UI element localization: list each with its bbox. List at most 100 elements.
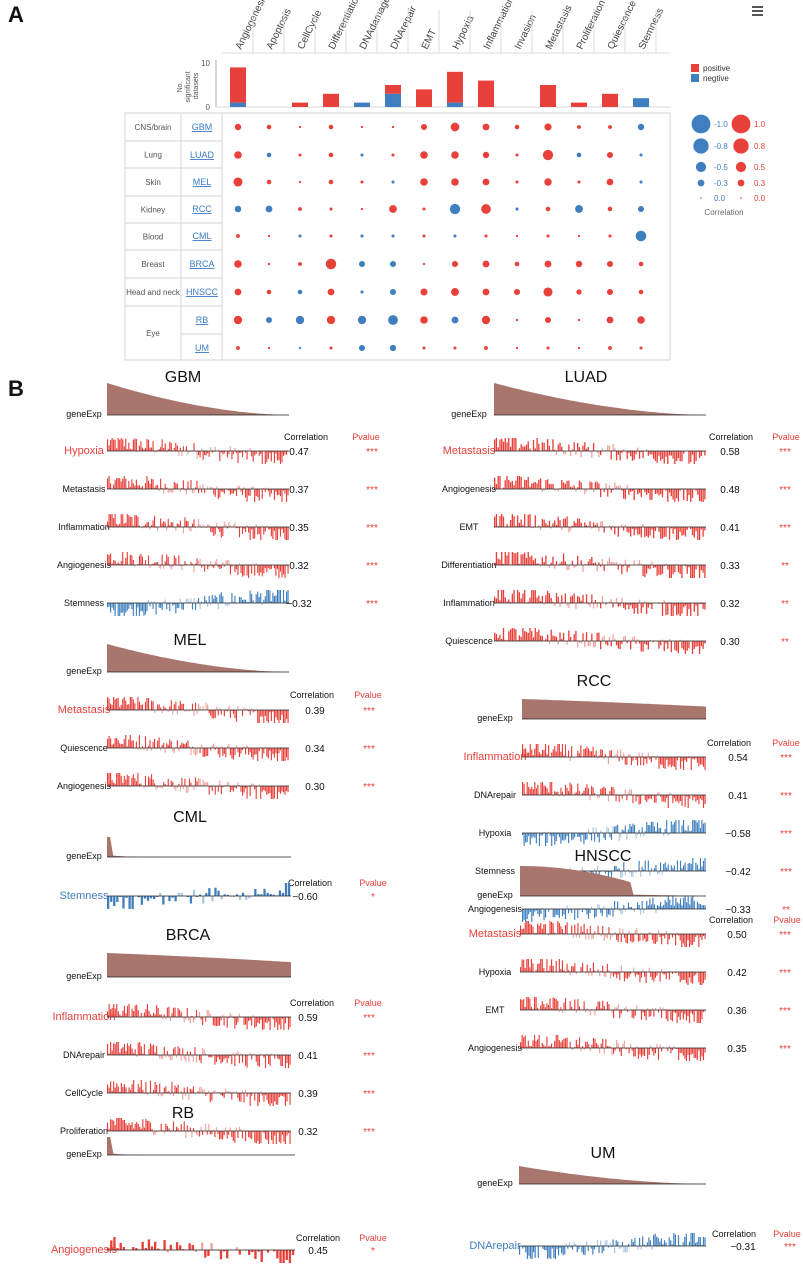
signature-bar: [682, 934, 684, 944]
signature-bar: [657, 1237, 659, 1246]
cancer-link-hnscc[interactable]: HNSCC: [186, 287, 219, 297]
cancer-link-brca[interactable]: BRCA: [189, 259, 214, 269]
signature-bar: [589, 833, 591, 835]
signature-bar: [260, 1017, 262, 1020]
signature-bar: [685, 1010, 688, 1021]
signature-bar: [234, 595, 236, 603]
signature-bar: [656, 934, 658, 942]
signature-bar: [685, 972, 688, 984]
signature-bar: [241, 451, 244, 458]
cancer-link-rcc[interactable]: RCC: [192, 204, 212, 214]
signature-bar: [660, 757, 662, 765]
cancer-link-mel[interactable]: MEL: [193, 177, 212, 187]
cancer-link-um[interactable]: UM: [195, 343, 209, 353]
bubble-hnscc-quiescence: [606, 288, 614, 296]
signature-bar: [632, 1241, 634, 1246]
bubble-gbm-apoptosis: [266, 124, 272, 130]
pvalue-stars: ***: [363, 1089, 375, 1100]
signature-bar: [120, 744, 122, 748]
signature-bar: [688, 565, 690, 568]
bubble-mel-stemness: [639, 180, 643, 184]
signature-bar: [172, 565, 174, 568]
signature-bar: [630, 1043, 632, 1048]
signature-bar: [658, 527, 660, 532]
signature-bar: [627, 869, 629, 871]
signature-bar: [144, 736, 147, 748]
signature-bar: [175, 786, 177, 791]
signature-bar: [205, 893, 208, 896]
signature-bar: [206, 1010, 208, 1017]
cancer-link-cml[interactable]: CML: [192, 231, 211, 241]
signature-bar: [667, 1010, 669, 1022]
signature-bar: [670, 1010, 672, 1021]
signature-bar: [260, 1250, 263, 1262]
signature-bar: [578, 1037, 581, 1048]
signature-bar: [561, 744, 564, 757]
signature-bar: [623, 830, 625, 833]
signature-bar: [287, 786, 289, 793]
signature-bar: [120, 514, 122, 527]
signature-bar: [199, 1011, 201, 1017]
signature-bar: [226, 451, 228, 458]
signature-bar: [669, 792, 671, 795]
signature-bar: [701, 1010, 703, 1020]
signature-bar: [704, 451, 706, 456]
signature-bar: [232, 1017, 234, 1019]
signature-bar: [704, 641, 706, 644]
signature-bar: [690, 527, 692, 530]
signature-bar: [273, 527, 275, 531]
column-header-dnarepair: DNArepair: [389, 4, 420, 51]
signature-bar: [529, 556, 531, 565]
signature-bar: [208, 595, 210, 603]
signature-bar: [135, 603, 137, 616]
cancer-link-gbm[interactable]: GBM: [192, 122, 213, 132]
signature-bar: [238, 785, 241, 786]
signature-bar: [194, 451, 197, 452]
bubble-um-metastasis: [546, 346, 550, 350]
signature-bar: [281, 489, 283, 502]
bubble-rb-hypoxia: [451, 316, 459, 324]
signature-bar: [536, 597, 538, 603]
signature-bar: [249, 748, 251, 753]
bubble-um-invasion: [515, 346, 519, 350]
signature-bar: [660, 902, 662, 909]
menu-icon[interactable]: [752, 6, 763, 16]
signature-bar: [594, 600, 597, 603]
signature-bar: [627, 792, 629, 795]
signature-bar: [684, 641, 687, 654]
signature-bar: [116, 738, 118, 748]
signature-bar: [175, 603, 177, 614]
signature-bar: [552, 439, 554, 451]
signature-bar: [252, 1015, 254, 1017]
signature-bar: [190, 480, 192, 489]
signature-bar: [538, 525, 540, 527]
signature-bar: [672, 896, 674, 909]
cancer-link-luad[interactable]: LUAD: [190, 150, 215, 160]
signature-bar: [615, 825, 617, 833]
signature-bar: [638, 560, 641, 565]
signature-bar: [557, 516, 559, 527]
signature-bar: [176, 740, 178, 748]
signature-bar: [575, 1039, 577, 1048]
gene-exp-profile: [494, 383, 706, 415]
signature-bar: [180, 892, 183, 896]
signature-bar: [612, 489, 614, 491]
signature-bar: [647, 527, 650, 538]
signature-bar: [201, 1242, 204, 1250]
signature-bar: [147, 746, 150, 748]
size-legend-negative-dot: [697, 179, 705, 187]
cancer-link-rb[interactable]: RB: [196, 315, 209, 325]
signature-bar: [289, 1017, 291, 1028]
signature-label-hypoxia: Hypoxia: [64, 445, 105, 457]
bubble-rb-differentiation: [326, 315, 336, 325]
signature-bar: [704, 489, 706, 500]
signature-bar: [611, 934, 613, 937]
signature-bar: [249, 1017, 251, 1021]
signature-bar: [200, 1017, 202, 1020]
signature-bar: [232, 524, 235, 527]
signature-bar: [245, 708, 247, 710]
signature-bar: [173, 603, 175, 605]
signature-bar: [677, 489, 680, 502]
signature-bar: [214, 1090, 216, 1093]
signature-bar: [176, 710, 178, 715]
